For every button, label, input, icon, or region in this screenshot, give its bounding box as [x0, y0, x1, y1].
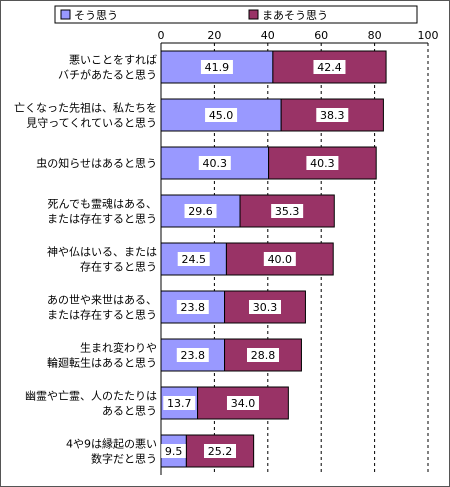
category-label: 4や9は縁起の悪い [66, 437, 157, 451]
x-tick-label: 0 [158, 29, 165, 42]
category-label: あの世や来世はある、 [47, 294, 157, 307]
data-label: 29.6 [188, 205, 213, 218]
category-label: 幽霊や亡霊、人のたたりは [25, 389, 157, 403]
data-label-bg [246, 348, 279, 362]
category-label: または存在すると思う [47, 212, 157, 226]
data-label: 23.8 [181, 301, 206, 314]
category-label: あると思う [102, 405, 157, 418]
data-label-bg [313, 60, 346, 74]
data-label-bg [204, 444, 237, 458]
data-label: 42.4 [317, 61, 342, 74]
category-label: 亡くなった先祖は、私たちを [14, 101, 157, 115]
legend-label-2: まあそう思う [262, 9, 328, 22]
data-label: 38.3 [320, 109, 345, 122]
data-label: 30.3 [253, 301, 278, 314]
category-label: 神や仏はいる、または [47, 245, 157, 259]
data-label: 40.3 [310, 157, 335, 170]
data-label: 13.7 [167, 397, 192, 410]
data-label-bg [176, 300, 209, 314]
data-label-bg [271, 204, 304, 218]
data-label: 35.3 [275, 205, 300, 218]
x-axis-ticks: 0 20 40 60 80 100 [158, 29, 439, 42]
category-label: バチがあたると思う [58, 68, 157, 82]
data-label: 24.5 [181, 253, 206, 266]
legend-swatch-1 [60, 9, 71, 20]
data-label-bg [163, 396, 196, 410]
legend-swatch-2 [248, 9, 259, 20]
data-label-bg [161, 444, 187, 458]
category-label: 存在すると思う [80, 260, 157, 274]
data-label: 45.0 [209, 109, 234, 122]
data-label-bg [205, 108, 238, 122]
x-tick-label: 20 [207, 29, 221, 42]
category-label: 見守ってくれていると思う [26, 116, 157, 130]
data-label-bg [248, 300, 281, 314]
category-label: 悪いことをすれば [69, 54, 157, 67]
category-label: 虫の知らせはあると思う [36, 156, 157, 170]
x-tick-label: 80 [368, 29, 382, 42]
data-label-bg [306, 156, 339, 170]
legend: そう思う まあそう思う [54, 5, 418, 24]
category-label: 生まれ変わりや [80, 341, 157, 355]
x-tick-label: 40 [261, 29, 275, 42]
data-label: 9.5 [165, 445, 183, 458]
data-label: 28.8 [251, 349, 276, 362]
category-label: 数字だと思う [91, 452, 157, 466]
category-label: 輪廻転生はあると思う [47, 356, 157, 370]
data-label: 34.0 [231, 397, 256, 410]
data-label-bg [316, 108, 349, 122]
legend-label-1: そう思う [74, 9, 118, 22]
data-label: 40.0 [268, 253, 293, 266]
data-label-bg [184, 204, 217, 218]
data-label-bg [198, 156, 231, 170]
x-tick-label: 100 [418, 29, 439, 42]
data-label: 23.8 [181, 349, 206, 362]
category-label: または存在すると思う [47, 308, 157, 322]
category-label: 死んでも霊魂はある、 [48, 198, 157, 211]
data-label: 40.3 [203, 157, 228, 170]
x-tick-label: 60 [314, 29, 328, 42]
data-label-bg [200, 60, 233, 74]
legend-box [54, 5, 418, 24]
data-label: 25.2 [208, 445, 233, 458]
data-label: 41.9 [205, 61, 230, 74]
data-label-bg [226, 396, 259, 410]
data-label-bg [177, 252, 210, 266]
data-label-bg [176, 348, 209, 362]
data-label-bg [263, 252, 296, 266]
